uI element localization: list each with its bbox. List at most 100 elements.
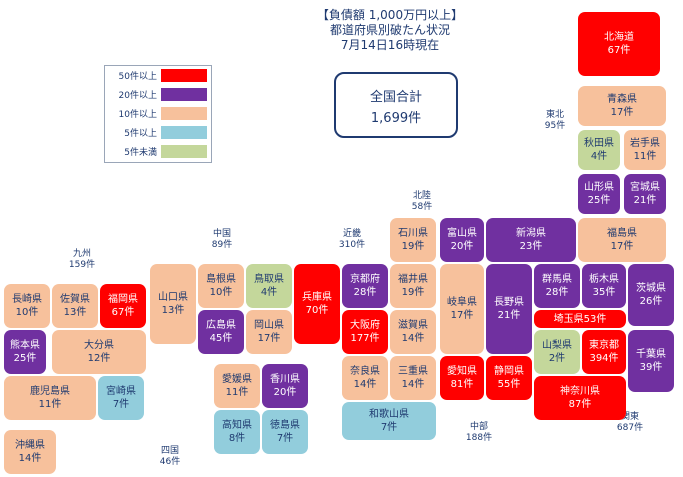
legend-label: 10件以上 [118,110,157,120]
prefecture-fukushima: 福島県 17件 [578,218,666,262]
prefecture-name: 京都府 [350,274,380,285]
prefecture-name: 千葉県 [636,349,666,360]
prefecture-niigata: 新潟県 23件 [486,218,576,262]
prefecture-count: 67件 [607,45,631,56]
prefecture-tottori: 鳥取県 4件 [246,264,292,308]
prefecture-name: 茨城県 [636,283,666,294]
prefecture-name: 愛媛県 [222,374,252,385]
prefecture-name: 長野県 [494,297,524,308]
prefecture-count: 21件 [497,310,521,321]
legend-label: 5件以上 [124,129,157,139]
legend-item-50plus: 50件以上 [105,66,211,85]
region-label-chugoku: 中国 89件 [211,229,233,250]
prefecture-count: 17件 [610,241,634,252]
prefecture-name: 兵庫県 [302,292,332,303]
prefecture-count: 2件 [548,353,566,364]
prefecture-name: 岩手県 [630,138,660,149]
legend-item-10plus: 10件以上 [105,104,211,123]
legend-swatch [161,88,207,101]
legend-swatch [161,126,207,139]
region-label-shikoku: 四国 46件 [159,446,181,467]
title-line-3: 7月14日16時現在 [340,38,440,52]
prefecture-name: 神奈川県 [560,386,600,397]
prefecture-count: 10件 [15,307,39,318]
map-title: 【負債額 1,000万円以上】 都道府県別破たん状況 7月14日16時現在 [300,8,480,53]
legend-swatch [161,107,207,120]
prefecture-shiga: 滋賀県 14件 [390,310,436,354]
legend-label: 50件以上 [118,72,157,82]
prefecture-count: 13件 [161,305,185,316]
prefecture-wakayama: 和歌山県 7件 [342,402,436,440]
legend-swatch [161,145,207,158]
prefecture-name: 広島県 [206,320,236,331]
national-total-box: 全国合計 1,699件 [334,72,458,138]
prefecture-hiroshima: 広島県 45件 [198,310,244,354]
prefecture-count: 4件 [260,287,278,298]
prefecture-name: 山口県 [158,292,188,303]
prefecture-count: 7件 [380,422,398,433]
prefecture-count: 13件 [63,307,87,318]
prefecture-name: 奈良県 [350,366,380,377]
prefecture-kochi: 高知県 8件 [214,410,260,454]
prefecture-count: 11件 [225,387,249,398]
prefecture-name: 徳島県 [270,420,300,431]
prefecture-osaka: 大阪府 177件 [342,310,388,354]
prefecture-count: 23件 [519,241,543,252]
prefecture-count: 19件 [401,287,425,298]
prefecture-count: 11件 [633,151,657,162]
legend-item-5plus: 5件以上 [105,123,211,142]
prefecture-tokushima: 徳島県 7件 [262,410,308,454]
prefecture-miyazaki: 宮崎県 7件 [98,376,144,420]
prefecture-hokkaido: 北海道 67件 [578,12,660,76]
prefecture-name: 和歌山県 [369,409,409,420]
region-label-tohoku: 東北 95件 [544,110,566,131]
prefecture-count: 55件 [497,379,521,390]
prefecture-name: 宮崎県 [106,386,136,397]
prefecture-name: 石川県 [398,228,428,239]
prefecture-aomori: 青森県 17件 [578,86,666,126]
prefecture-ibaraki: 茨城県 26件 [628,264,674,326]
prefecture-count: 35件 [592,287,616,298]
prefecture-count: 20件 [273,387,297,398]
prefecture-mie: 三重県 14件 [390,356,436,400]
prefecture-toyama: 富山県 20件 [440,218,484,262]
prefecture-count: 17件 [610,107,634,118]
prefecture-name: 岐阜県 [447,297,477,308]
prefecture-name: 秋田県 [584,138,614,149]
prefecture-name: 大分県 [84,340,114,351]
prefecture-saitama: 埼玉県53件 [534,310,626,328]
region-label-kinki: 近畿 310件 [338,229,366,250]
prefecture-name: 新潟県 [516,228,546,239]
prefecture-name: 福岡県 [108,294,138,305]
legend: 50件以上 20件以上 10件以上 5件以上 5件未満 [104,65,212,163]
title-line-1: 【負債額 1,000万円以上】 [316,8,464,22]
prefecture-name: 香川県 [270,374,300,385]
prefecture-kumamoto: 熊本県 25件 [4,330,46,374]
prefecture-count: 17件 [257,333,281,344]
prefecture-aichi: 愛知県 81件 [440,356,484,400]
prefecture-count: 12件 [87,353,111,364]
prefecture-name: 宮城県 [630,182,660,193]
prefecture-count: 14件 [353,379,377,390]
prefecture-count: 25件 [13,353,37,364]
prefecture-fukui: 福井県 19件 [390,264,436,308]
prefecture-name: 長崎県 [12,294,42,305]
prefecture-name: 埼玉県53件 [553,313,607,325]
prefecture-nara: 奈良県 14件 [342,356,388,400]
prefecture-count: 28件 [545,287,569,298]
prefecture-name: 鳥取県 [254,274,284,285]
prefecture-name: 山梨県 [542,340,572,351]
prefecture-count: 7件 [276,433,294,444]
prefecture-name: 岡山県 [254,320,284,331]
prefecture-count: 45件 [209,333,233,344]
prefecture-name: 栃木県 [589,274,619,285]
prefecture-count: 14件 [401,333,425,344]
prefecture-name: 愛知県 [447,366,477,377]
prefecture-kanagawa: 神奈川県 87件 [534,376,626,420]
prefecture-yamanashi: 山梨県 2件 [534,330,580,374]
prefecture-count: 10件 [209,287,233,298]
prefecture-count: 81件 [450,379,474,390]
prefecture-count: 177件 [350,333,380,344]
prefecture-name: 東京都 [589,340,619,351]
prefecture-kyoto: 京都府 28件 [342,264,388,308]
